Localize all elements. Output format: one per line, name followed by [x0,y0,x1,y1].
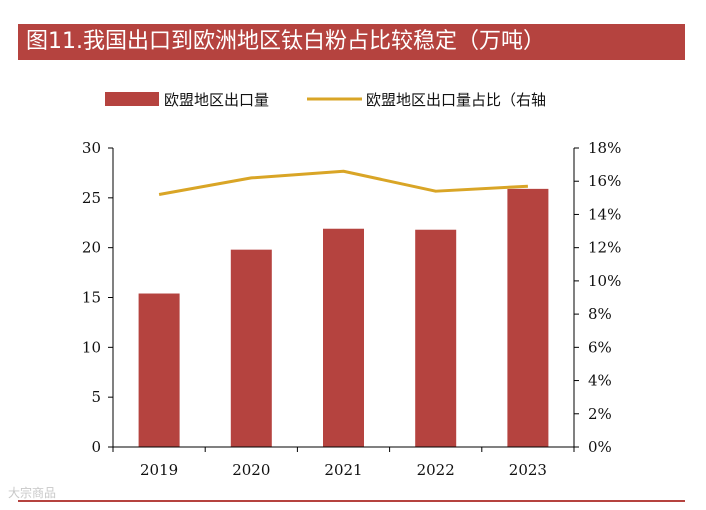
x-tick-label: 2021 [324,461,362,479]
right-tick-label: 4% [588,372,612,390]
bar-2021 [323,228,364,447]
line-path [158,169,528,196]
right-tick-label: 14% [588,205,621,223]
left-tick-label: 15 [82,289,101,307]
legend-label-bar: 欧盟地区出口量 [164,91,269,109]
x-tick-label: 2023 [509,461,547,479]
right-tick-label: 6% [588,338,612,356]
x-axis-ticks: 2019 2020 2021 2022 2023 [112,447,575,479]
bar-2019 [138,293,180,447]
legend-swatch-bar [105,92,159,106]
right-axis-ticks: 0% 2% 4% 6% 8% 10% 12% 14% 16% 18% [574,139,621,456]
x-tick-label: 2019 [140,461,178,479]
left-tick-label: 30 [82,139,101,157]
right-tick-label: 2% [588,405,612,423]
right-tick-label: 8% [588,305,612,323]
bar-2022 [415,229,457,447]
right-tick-label: 16% [588,172,621,190]
left-axis-ticks: 0 5 10 15 20 25 30 [82,139,113,456]
bar-2020 [230,249,272,447]
line-series [158,169,529,196]
right-tick-label: 0% [588,438,612,456]
legend: 欧盟地区出口量 欧盟地区出口量占比（右轴 [105,91,546,109]
chart-title: 图11.我国出口到欧洲地区钛白粉占比较稳定（万吨） [18,24,685,60]
right-tick-label: 18% [588,139,621,157]
bottom-rule [18,500,685,502]
right-tick-label: 10% [588,272,621,290]
right-tick-label: 12% [588,239,621,257]
x-tick-label: 2020 [232,461,270,479]
left-tick-label: 20 [82,239,101,257]
left-tick-label: 5 [91,388,101,406]
bar-series [138,188,549,447]
legend-label-line: 欧盟地区出口量占比（右轴 [366,91,546,109]
watermark: 大宗商品 [8,486,57,500]
x-tick-label: 2022 [417,461,455,479]
bar-2023 [507,188,549,447]
left-tick-label: 10 [82,338,101,356]
left-tick-label: 25 [82,189,101,207]
left-tick-label: 0 [91,438,101,456]
